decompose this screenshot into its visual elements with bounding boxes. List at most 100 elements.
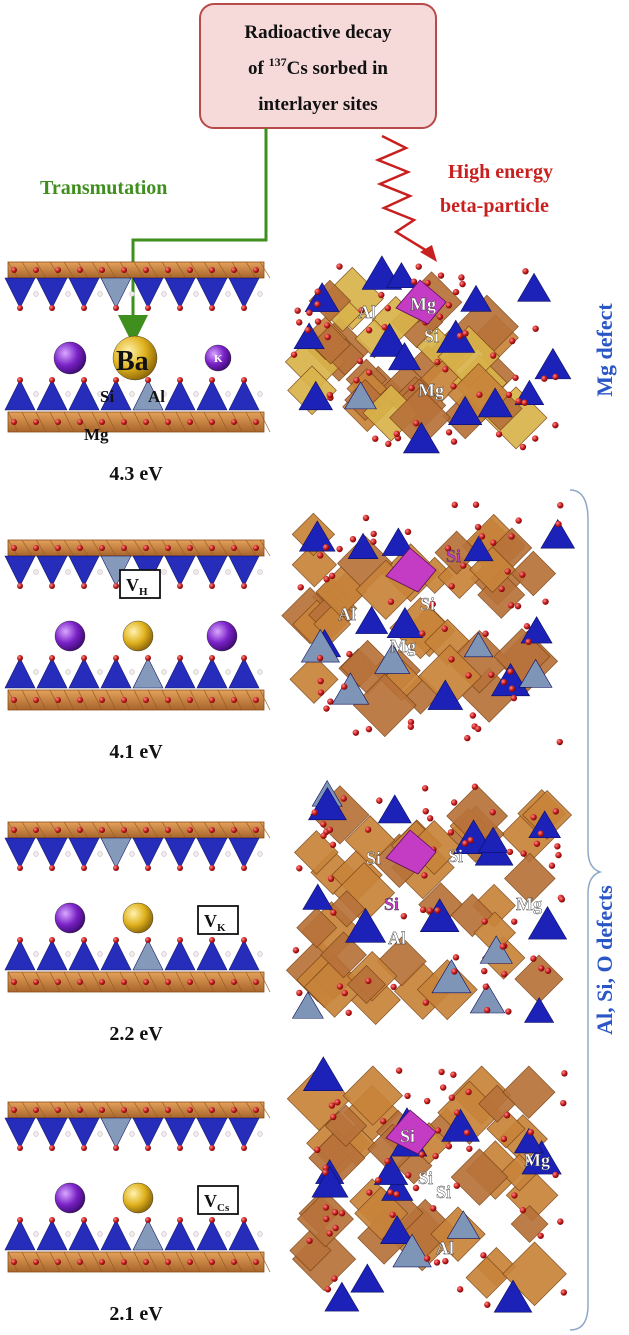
- cluster-element-label: Al: [436, 1238, 454, 1258]
- oxygen-atom: [49, 937, 55, 943]
- oxygen-atom: [389, 1211, 396, 1218]
- callout-box: Radioactive decay of 137Cs sorbed in int…: [199, 3, 437, 129]
- vacancy-label: VH: [126, 575, 148, 598]
- oxygen-atom: [11, 267, 17, 273]
- hydrogen-atom: [257, 951, 263, 957]
- si-tetrahedron: [228, 277, 260, 309]
- beta-squiggle: [374, 134, 433, 256]
- oxygen-atom: [209, 655, 215, 661]
- cluster-panel-2: Si Al Si Mg: [281, 501, 576, 746]
- sheet-hatch: [35, 539, 47, 557]
- sheet-hatch: [245, 539, 257, 557]
- energy-label: 4.1 eV: [109, 741, 163, 763]
- oxygen-atom: [437, 272, 445, 279]
- si-tetrahedron: [477, 826, 509, 853]
- hydrogen-atom: [129, 291, 135, 297]
- mg-defect-label: Mg defect: [592, 303, 617, 397]
- defect-polyhedron: [385, 547, 437, 593]
- si-tetrahedron: [132, 657, 164, 689]
- si-tetrahedron: [164, 657, 196, 689]
- octahedral-sheet: [7, 261, 265, 279]
- oxygen-atom: [320, 821, 327, 828]
- oxygen-atom: [253, 827, 259, 833]
- oxygen-atom: [462, 330, 469, 337]
- si-tetrahedron: [228, 657, 260, 689]
- oxygen-atom: [209, 937, 215, 943]
- si-tetrahedron: [4, 555, 36, 587]
- si-tetrahedron: [4, 1117, 36, 1149]
- mg-octahedron: [352, 673, 417, 738]
- sheet-hatch: [147, 261, 159, 279]
- sheet-hatch: [175, 1101, 187, 1119]
- hydrogen-atom: [97, 391, 103, 397]
- oxygen-atom: [356, 357, 364, 365]
- oxygen-atom: [316, 654, 324, 662]
- oxygen-atom: [81, 1217, 87, 1223]
- oxygen-atom: [55, 1107, 61, 1113]
- si-tetrahedron: [302, 1056, 344, 1092]
- hydrogen-atom: [161, 1131, 167, 1137]
- oxygen-atom: [557, 1218, 564, 1225]
- si-tetrahedron: [68, 379, 100, 411]
- oxygen-atom: [495, 431, 503, 438]
- si-tetrahedron: [164, 379, 196, 411]
- oxygen-atom: [322, 1204, 330, 1211]
- sheet-hatch: [189, 821, 201, 839]
- cluster-element-label: Al: [358, 302, 376, 322]
- si-tetrahedron: [196, 837, 228, 869]
- vacancy-box: [197, 1185, 239, 1215]
- si-tetrahedron: [381, 527, 416, 556]
- k-atom: [206, 620, 238, 652]
- oxygen-atom: [99, 827, 105, 833]
- oxygen-atom: [143, 267, 149, 273]
- oxygen-atom: [358, 307, 365, 314]
- beta-arrow-head: [420, 245, 437, 262]
- oxygen-atom: [533, 840, 541, 847]
- vacancy-box: [119, 569, 161, 599]
- oxygen-atom: [554, 843, 561, 850]
- oxygen-atom: [331, 1275, 338, 1282]
- oxygen-atom: [445, 429, 453, 436]
- oxygen-atom: [77, 697, 83, 703]
- oxygen-atom: [436, 313, 444, 320]
- oxygen-atom: [33, 979, 39, 985]
- oxygen-atom: [17, 937, 23, 943]
- hydrogen-atom: [225, 669, 231, 675]
- oxygen-atom: [560, 1289, 567, 1296]
- oxygen-atom: [113, 583, 119, 589]
- oxygen-atom: [49, 305, 55, 311]
- sheet-hatch: [63, 1251, 75, 1273]
- sheet-hatch: [133, 411, 145, 433]
- oxygen-atom: [231, 979, 237, 985]
- sheet-hatch: [147, 1101, 159, 1119]
- si-tetrahedron: [517, 272, 552, 302]
- oxygen-atom: [113, 655, 119, 661]
- cluster-element-label: Si: [448, 846, 463, 866]
- vacancy-symbol: V: [204, 1191, 217, 1211]
- sheet-hatch: [259, 689, 271, 711]
- si-tetrahedron: [419, 898, 460, 932]
- oxygen-atom: [460, 562, 467, 569]
- oxygen-atom: [515, 517, 522, 524]
- defect-polyhedron: [395, 279, 447, 325]
- oxygen-atom: [393, 1191, 400, 1198]
- oxygen-atom: [209, 419, 215, 425]
- sheet-hatch: [91, 411, 103, 433]
- oxygen-atom: [253, 545, 259, 551]
- si-tetrahedron: [540, 518, 576, 549]
- si-tetrahedron: [514, 379, 545, 406]
- oxygen-atom: [384, 304, 392, 312]
- si-tetrahedron: [196, 1117, 228, 1149]
- cluster-element-label: Si: [400, 1126, 415, 1146]
- oxygen-atom: [322, 1164, 329, 1172]
- sheet-hatch: [189, 971, 201, 993]
- cluster-element-label: Al: [388, 928, 406, 948]
- sheet-hatch: [21, 821, 33, 839]
- oxygen-atom: [349, 536, 357, 543]
- mg-octahedron: [328, 890, 366, 928]
- oxygen-atom: [17, 1145, 23, 1151]
- oxygen-atom: [508, 533, 515, 540]
- sheet-hatch: [63, 411, 75, 433]
- sheet-hatch: [63, 689, 75, 711]
- si-tetrahedron: [534, 347, 572, 380]
